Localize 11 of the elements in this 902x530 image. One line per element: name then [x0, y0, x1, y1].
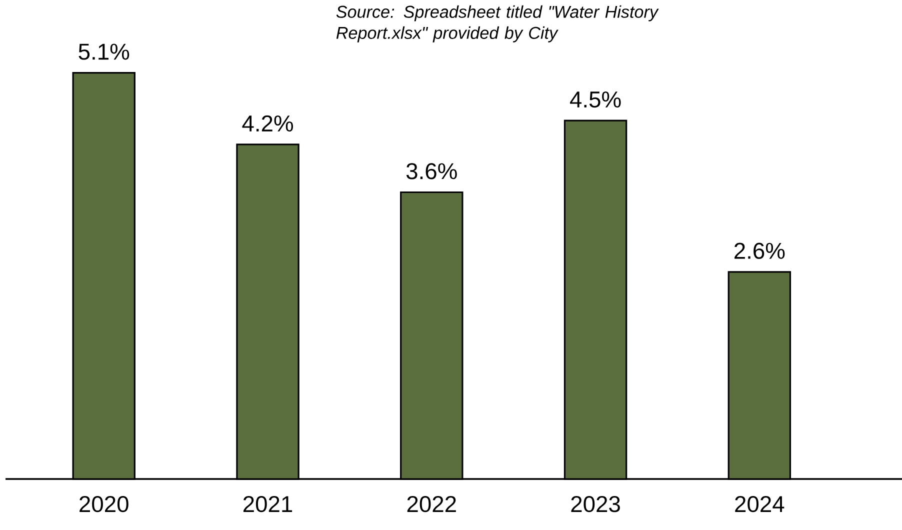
- x-tick-label: 2020: [80, 496, 128, 512]
- x-tick-label: 2024: [735, 496, 784, 512]
- data-label: 3.6%: [406, 163, 457, 180]
- data-label: 5.1%: [78, 44, 130, 60]
- x-tick-label: 2021: [243, 496, 292, 512]
- data-label: 4.5%: [570, 92, 621, 108]
- data-label: 2.6%: [734, 242, 785, 260]
- x-tick-label: 2022: [407, 496, 456, 512]
- x-tick-label: 2023: [571, 496, 620, 512]
- data-label: 4.2%: [242, 116, 293, 132]
- source-note: Source: Spreadsheet titled "Water History Report.xlsx" provided by City: [336, 6, 659, 43]
